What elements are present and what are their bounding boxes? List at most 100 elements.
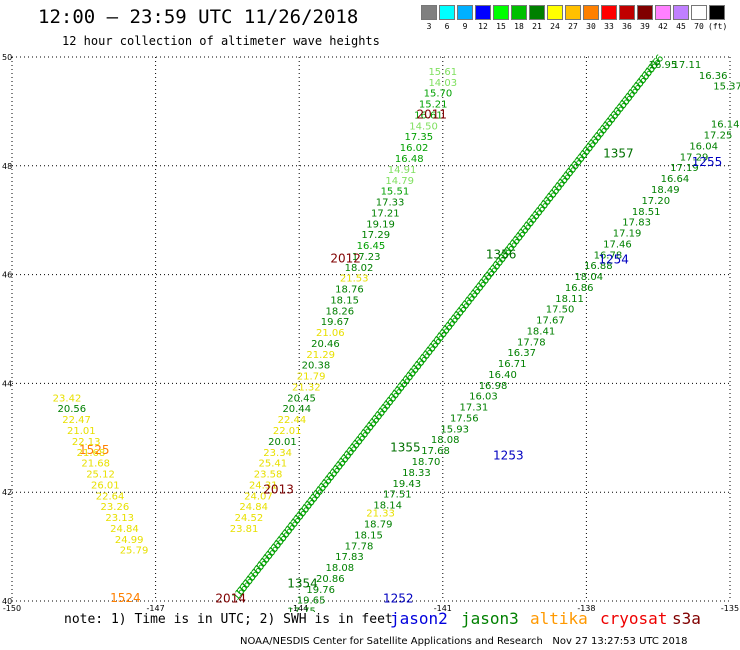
legend-swatch [547, 5, 563, 20]
lat-tick-label: 44 [2, 379, 12, 388]
wave-height-value: 20.56 [57, 404, 86, 415]
wave-height-value: 17.56 [450, 413, 479, 424]
legend-swatch [709, 5, 725, 20]
wave-height-value: 23.42 [53, 393, 82, 404]
lat-tick-label: 50 [2, 53, 12, 62]
wave-height-value: 20.38 [302, 361, 331, 372]
wave-height-value: 23.58 [254, 470, 283, 481]
wave-height-value: 21.01 [67, 426, 96, 437]
wave-height-value: 17.78 [345, 541, 374, 552]
legend-label: 27 [568, 22, 578, 31]
wave-height-value: 16.40 [488, 370, 517, 381]
legend-swatch [493, 5, 509, 20]
wave-height-value: 17.83 [622, 218, 651, 229]
wave-height-value: 20.45 [287, 393, 316, 404]
wave-height-value: 19.19 [366, 219, 395, 230]
legend-swatch [619, 5, 635, 20]
wave-height-value: 18.41 [527, 326, 556, 337]
satellite-label-jason3: jason3 [461, 609, 519, 628]
wave-height-value: 14.03 [428, 78, 457, 89]
wave-height-value: 17.19 [613, 229, 642, 240]
wave-height-value: 14.91 [388, 165, 417, 176]
wave-height-value: 19.76 [306, 585, 335, 596]
wave-height-value: 17.68 [421, 446, 450, 457]
wave-height-value: 25.12 [86, 470, 115, 481]
legend-label: (ft) [708, 22, 728, 31]
wave-height-value: 16.71 [498, 359, 527, 370]
wave-height-value: 16.45 [357, 241, 386, 252]
legend-swatch [691, 5, 707, 20]
legend-label: 9 [462, 22, 468, 31]
wave-height-value: 21.29 [306, 350, 335, 361]
wave-height-value: 21.32 [292, 382, 321, 393]
wave-height-value: 18.51 [632, 207, 661, 218]
wave-height-value: 15.21 [419, 100, 448, 111]
wave-height-value: 15.37 [713, 82, 740, 93]
wave-height-value: 17.35 [405, 132, 434, 143]
track-pass-label: 2014 [215, 592, 246, 606]
wave-height-value: 17.21 [371, 208, 400, 219]
track-pass-label: 1355 [390, 440, 421, 454]
wave-height-value: 21.33 [366, 509, 395, 520]
lon-tick-label: -150 [3, 604, 21, 612]
satellite-label-jason2: jason2 [390, 609, 448, 628]
legend-label: 33 [604, 22, 614, 31]
legend-label: 36 [622, 22, 632, 31]
lon-tick-label: -138 [577, 604, 595, 612]
track-pass-label: 2012 [330, 252, 361, 266]
wave-height-value: 17.33 [376, 198, 405, 209]
wave-height-value: 17.83 [335, 552, 364, 563]
wave-height-value: 17.67 [536, 316, 565, 327]
legend-swatch [421, 5, 437, 20]
wave-height-value: 24.99 [115, 535, 144, 546]
wave-height-value: 23.34 [263, 448, 292, 459]
legend-swatch [511, 5, 527, 20]
wave-height-value: 22.01 [273, 426, 302, 437]
wave-height-value: 19.43 [393, 479, 422, 490]
wave-height-value: 14.50 [409, 121, 438, 132]
wave-height-value: 22.64 [96, 491, 125, 502]
lon-tick-label: -147 [147, 604, 165, 612]
legend-label: 6 [444, 22, 450, 31]
track-pass-label: 1524 [110, 591, 141, 605]
credit-line: NOAA/NESDIS Center for Satellite Applica… [240, 636, 688, 647]
wave-height-value: 18.15 [354, 530, 383, 541]
lon-tick-label: -144 [290, 604, 308, 612]
wave-height-value: 16.02 [400, 143, 429, 154]
track-pass-label: 1252 [383, 592, 414, 606]
wave-height-value: 16.14 [711, 120, 740, 131]
wave-height-value: 24.07 [244, 491, 273, 502]
wave-height-value: 24.84 [110, 524, 139, 535]
lon-tick-label: -135 [721, 604, 739, 612]
legend-label: 24 [550, 22, 560, 31]
wave-height-value: 18.08 [431, 435, 460, 446]
wave-height-value: 16.48 [395, 154, 424, 165]
track-pass-label: 1356 [486, 247, 517, 261]
wave-height-value: 25.79 [120, 546, 149, 557]
legend-label: 30 [586, 22, 596, 31]
wave-height-value: 17.50 [546, 305, 575, 316]
legend-label: 18 [514, 22, 524, 31]
wave-height-value: 23.26 [101, 502, 130, 513]
legend-label: 70 [694, 22, 704, 31]
wave-height-value: 17.29 [680, 152, 709, 163]
wave-height-value: 17.75 [287, 607, 316, 612]
wave-height-value: 18.11 [555, 294, 584, 305]
wave-height-value: 18.79 [364, 520, 393, 531]
wave-height-value: 16.04 [689, 141, 718, 152]
wave-height-value: 16.61 [414, 110, 443, 121]
legend-label: 21 [532, 22, 542, 31]
legend-label: 12 [478, 22, 488, 31]
wave-height-value: 20.46 [311, 339, 340, 350]
wave-height-value: 24.84 [239, 502, 268, 513]
wave-height-value: 18.49 [651, 185, 680, 196]
legend-swatch [529, 5, 545, 20]
legend-label: 45 [676, 22, 686, 31]
wave-height-value: 21.06 [316, 328, 345, 339]
wave-height-value: 16.88 [584, 261, 613, 272]
track-pass-label: 1255 [692, 155, 723, 169]
wave-height-value: 20.86 [316, 574, 345, 585]
legend-swatch [457, 5, 473, 20]
wave-height-value: 15.51 [381, 187, 410, 198]
